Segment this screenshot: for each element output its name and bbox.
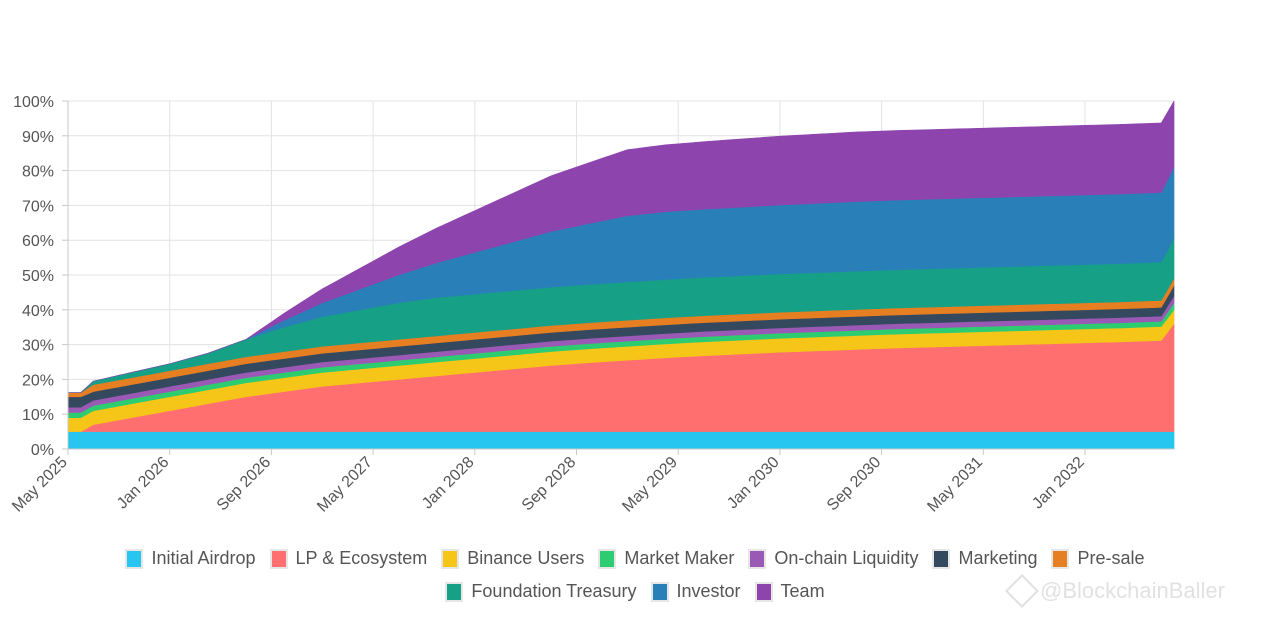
y-tick-label: 40% — [22, 303, 54, 320]
x-tick-label: Jan 2030 — [724, 454, 783, 513]
legend-row-2: Foundation Treasury Investor Team — [0, 581, 1270, 602]
y-tick-label: 20% — [22, 372, 54, 389]
legend-item-pre-sale[interactable]: Pre-sale — [1051, 548, 1145, 569]
x-tick-label: Sep 2028 — [519, 454, 580, 515]
y-tick-label: 30% — [22, 338, 54, 355]
area-initial-airdrop[interactable] — [67, 431, 1175, 450]
y-tick-label: 10% — [22, 407, 54, 424]
x-tick-label: May 2025 — [9, 454, 71, 516]
legend-swatch — [754, 581, 773, 602]
x-tick-label: Jan 2032 — [1029, 454, 1088, 513]
y-tick-label: 70% — [22, 198, 54, 215]
legend-item-lp-ecosystem[interactable]: LP & Ecosystem — [269, 548, 428, 569]
legend-item-team[interactable]: Team — [754, 581, 825, 602]
legend-item-marketing[interactable]: Marketing — [932, 548, 1037, 569]
legend-item-foundation-treasury[interactable]: Foundation Treasury — [445, 581, 637, 602]
x-tick-label: Jan 2028 — [419, 454, 478, 513]
watermark-text: @BlockchainBaller — [1040, 578, 1225, 603]
legend-label: Binance Users — [467, 548, 585, 568]
legend-swatch — [650, 581, 669, 602]
y-tick-label: 50% — [22, 268, 54, 285]
legend-swatch — [441, 548, 460, 569]
legend-label: Investor — [676, 581, 741, 601]
y-tick-label: 60% — [22, 233, 54, 250]
legend-swatch — [445, 581, 464, 602]
x-tick-label: Sep 2030 — [824, 454, 885, 515]
x-tick-label: May 2031 — [924, 454, 986, 516]
legend-item-initial-airdrop[interactable]: Initial Airdrop — [125, 548, 256, 569]
x-tick-label: May 2027 — [314, 454, 376, 516]
y-tick-label: 100% — [13, 94, 54, 111]
x-tick-label: Sep 2026 — [214, 454, 275, 515]
legend-swatch — [748, 548, 767, 569]
binance-logo-icon — [1005, 574, 1039, 608]
legend-swatch — [269, 548, 288, 569]
legend-row-1: Initial Airdrop LP & Ecosystem Binance Use… — [0, 548, 1270, 569]
legend-label: Market Maker — [624, 548, 735, 568]
legend-label: Marketing — [958, 548, 1038, 568]
legend-item-on-chain-liquidity[interactable]: On-chain Liquidity — [748, 548, 918, 569]
legend-label: On-chain Liquidity — [774, 548, 919, 568]
legend-swatch — [1051, 548, 1070, 569]
x-tick-label: Jan 2026 — [114, 454, 173, 513]
legend-swatch — [598, 548, 617, 569]
y-tick-label: 0% — [31, 442, 54, 459]
y-tick-label: 80% — [22, 164, 54, 181]
chart-areas — [67, 100, 1175, 450]
x-tick-label: May 2029 — [619, 454, 681, 516]
legend-swatch — [932, 548, 951, 569]
watermark: @BlockchainBaller — [1005, 574, 1225, 608]
legend-item-binance-users[interactable]: Binance Users — [441, 548, 584, 569]
legend-label: LP & Ecosystem — [295, 548, 428, 568]
legend-swatch — [125, 548, 144, 569]
legend-label: Foundation Treasury — [471, 581, 637, 601]
legend-item-market-maker[interactable]: Market Maker — [598, 548, 734, 569]
y-tick-label: 90% — [22, 129, 54, 146]
legend-label: Initial Airdrop — [151, 548, 256, 568]
legend-item-investor[interactable]: Investor — [650, 581, 741, 602]
legend-label: Team — [780, 581, 825, 601]
area-team[interactable] — [67, 100, 1175, 393]
legend-label: Pre-sale — [1077, 548, 1145, 568]
